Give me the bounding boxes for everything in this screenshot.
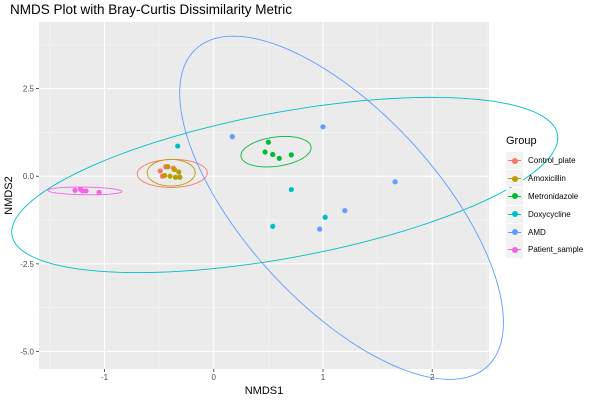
legend-label: Amoxicillin bbox=[528, 174, 566, 184]
legend-dot bbox=[512, 246, 518, 253]
legend-item-amd: AMD bbox=[506, 223, 583, 241]
ellipse-patient-sample bbox=[47, 186, 123, 196]
point-doxycycline bbox=[322, 214, 328, 220]
legend-label: Doxycycline bbox=[528, 209, 571, 219]
point-amd bbox=[229, 134, 235, 140]
legend-key-doxycycline bbox=[506, 205, 523, 223]
confidence-ellipses bbox=[11, 35, 559, 380]
point-amd bbox=[320, 124, 326, 130]
point-doxycycline bbox=[175, 143, 181, 149]
x-tick-label: 2 bbox=[430, 373, 435, 382]
y-axis-title: NMDS2 bbox=[3, 176, 15, 215]
point-amd bbox=[392, 179, 398, 185]
point-doxycycline bbox=[288, 186, 294, 193]
point-patient-sample bbox=[80, 188, 86, 194]
legend-title: Group bbox=[506, 135, 537, 147]
axes: -1 0 1 2 -5.0 -2.5 0.0 2.5 bbox=[20, 85, 435, 382]
chart-title: NMDS Plot with Bray-Curtis Dissimilarity… bbox=[10, 2, 293, 17]
legend: Group Control_plate Amoxicillin Metronidaz… bbox=[506, 135, 583, 259]
legend-item-amoxicillin: Amoxicillin bbox=[506, 170, 583, 188]
point-doxycycline bbox=[270, 223, 276, 229]
ellipse-amoxicillin bbox=[146, 158, 196, 187]
point-metronidazole bbox=[262, 149, 268, 155]
legend-key-amd bbox=[506, 223, 523, 241]
ellipse-metronidazole bbox=[240, 135, 312, 168]
point-amoxicillin bbox=[167, 173, 173, 179]
legend-key-amoxicillin bbox=[506, 170, 523, 188]
legend-dot bbox=[512, 157, 518, 164]
ellipse-control-plate bbox=[136, 158, 208, 188]
legend-items: Control_plate Amoxicillin Metronidazole Dox… bbox=[506, 152, 583, 259]
point-patient-sample bbox=[96, 189, 102, 195]
legend-item-control-plate: Control_plate bbox=[506, 152, 583, 170]
legend-item-patient-sample: Patient_sample bbox=[506, 241, 583, 259]
legend-dot bbox=[512, 229, 518, 236]
legend-key-patient-sample bbox=[506, 241, 523, 259]
point-patient-sample bbox=[72, 187, 78, 193]
legend-label: Patient_sample bbox=[528, 245, 584, 255]
point-metronidazole bbox=[288, 152, 294, 158]
ellipse-amd bbox=[179, 35, 504, 380]
legend-dot bbox=[512, 193, 518, 200]
point-control-plate bbox=[157, 168, 163, 174]
legend-label: AMD bbox=[528, 227, 546, 237]
point-amd bbox=[342, 207, 348, 214]
plot-panel bbox=[39, 22, 489, 369]
x-tick-label: 1 bbox=[321, 373, 326, 382]
point-metronidazole bbox=[270, 151, 276, 158]
legend-label: Metronidazole bbox=[528, 191, 579, 201]
legend-dot bbox=[512, 175, 518, 182]
legend-key-metronidazole bbox=[506, 187, 523, 205]
x-tick-label: 0 bbox=[212, 373, 217, 382]
legend-dot bbox=[512, 211, 518, 218]
y-tick-label: 2.5 bbox=[23, 85, 35, 94]
point-amoxicillin bbox=[177, 174, 183, 180]
legend-item-doxycycline: Doxycycline bbox=[506, 205, 583, 223]
point-amoxicillin bbox=[176, 169, 182, 175]
y-tick-label: -5.0 bbox=[20, 347, 34, 356]
legend-item-metronidazole: Metronidazole bbox=[506, 187, 583, 206]
grid-minor bbox=[39, 22, 489, 369]
y-tick-label: -2.5 bbox=[20, 260, 34, 269]
point-amoxicillin bbox=[172, 174, 179, 180]
x-tick-label: -1 bbox=[101, 373, 109, 382]
grid-major bbox=[39, 22, 489, 369]
point-metronidazole bbox=[265, 139, 271, 145]
point-metronidazole bbox=[276, 155, 282, 161]
point-amoxicillin bbox=[171, 166, 178, 173]
point-amoxicillin bbox=[165, 164, 171, 170]
x-axis-title: NMDS1 bbox=[245, 385, 284, 397]
legend-label: Control_plate bbox=[528, 156, 576, 166]
data-points bbox=[72, 124, 398, 232]
point-amoxicillin bbox=[162, 172, 168, 179]
y-tick-label: 0.0 bbox=[23, 172, 35, 181]
ellipse-doxycycline bbox=[11, 96, 559, 274]
point-amd bbox=[317, 226, 323, 232]
legend-key-control-plate bbox=[506, 152, 523, 170]
